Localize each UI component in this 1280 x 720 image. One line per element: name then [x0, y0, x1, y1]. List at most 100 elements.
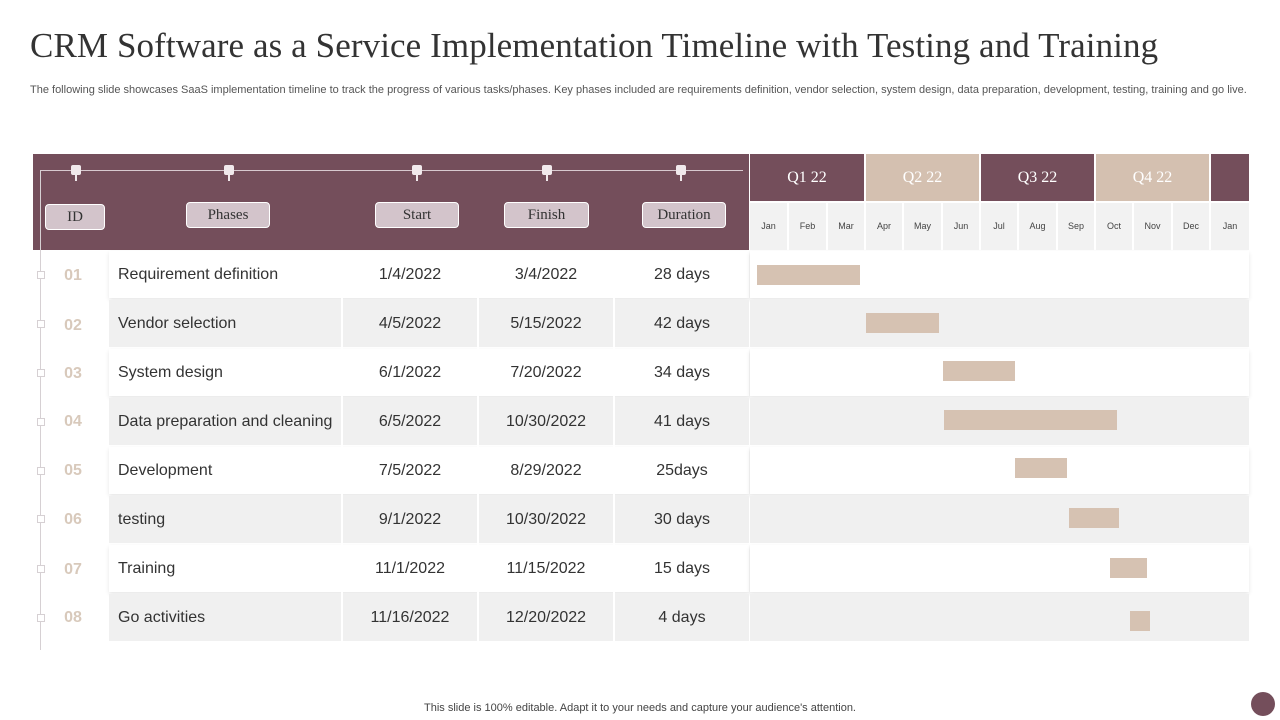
row-marker-icon [37, 271, 45, 279]
gantt-row [750, 496, 1249, 543]
row-marker-icon [37, 467, 45, 475]
finish-date: 5/15/2022 [510, 315, 582, 332]
gantt-bar [1110, 558, 1147, 578]
row-id: 04 [64, 413, 82, 430]
finish-date: 10/30/2022 [505, 511, 587, 528]
row-marker-icon [37, 418, 45, 426]
gantt-row [750, 594, 1249, 641]
gantt-bar [943, 361, 1015, 381]
finish-date: 3/4/2022 [514, 266, 578, 283]
slide-subtitle: The following slide showcases SaaS imple… [30, 84, 1247, 96]
phase-name: Training [118, 560, 176, 577]
start-date: 7/5/2022 [378, 462, 442, 479]
month-header: Apr [866, 203, 902, 250]
gantt-row [750, 545, 1249, 592]
gantt-bar [757, 265, 860, 285]
quarter-header-q1: Q1 22 [750, 154, 864, 201]
header-marker-icon [412, 165, 422, 181]
duration: 30 days [653, 511, 711, 528]
header-marker-icon [542, 165, 552, 181]
column-divider [341, 251, 343, 641]
start-date: 9/1/2022 [378, 511, 442, 528]
row-marker-icon [37, 614, 45, 622]
slide-footer: This slide is 100% editable. Adapt it to… [424, 702, 856, 714]
gantt-row [750, 447, 1249, 494]
month-header: Dec [1173, 203, 1209, 250]
table-row [109, 496, 749, 543]
table-row [109, 349, 749, 396]
column-divider [613, 251, 615, 641]
month-header: Nov [1134, 203, 1171, 250]
phase-name: testing [118, 511, 166, 528]
row-id: 02 [64, 317, 82, 334]
row-id: 03 [64, 365, 82, 382]
header-id: ID [45, 204, 105, 230]
header-marker-icon [224, 165, 234, 181]
month-header: Jul [981, 203, 1017, 250]
duration: 41 days [653, 413, 711, 430]
header-marker-icon [71, 165, 81, 181]
month-header: Jun [943, 203, 979, 250]
header-start: Start [375, 202, 459, 228]
quarter-header-q2: Q2 22 [866, 154, 979, 201]
row-marker-icon [37, 369, 45, 377]
row-marker-icon [37, 515, 45, 523]
gantt-bar [1069, 508, 1119, 528]
id-column-line [40, 170, 41, 650]
month-header: Oct [1096, 203, 1132, 250]
finish-date: 10/30/2022 [505, 413, 587, 430]
finish-date: 11/15/2022 [506, 560, 586, 577]
phase-name: Data preparation and cleaning [118, 413, 333, 430]
start-date: 6/1/2022 [378, 364, 442, 381]
gantt-bar [944, 410, 1117, 430]
row-marker-icon [37, 565, 45, 573]
header-connector-line [40, 170, 743, 171]
start-date: 6/5/2022 [378, 413, 442, 430]
table-row [109, 300, 749, 347]
duration: 4 days [658, 609, 706, 626]
start-date: 11/16/2022 [370, 609, 450, 626]
month-header: Jan [1211, 203, 1249, 250]
row-id: 05 [64, 462, 82, 479]
duration: 34 days [653, 364, 711, 381]
header-marker-icon [676, 165, 686, 181]
month-header: Jan [750, 203, 787, 250]
finish-date: 7/20/2022 [510, 364, 582, 381]
duration: 25days [656, 462, 708, 479]
phase-name: System design [118, 364, 223, 381]
phase-name: Vendor selection [118, 315, 237, 332]
row-id: 07 [64, 561, 82, 578]
duration: 28 days [653, 266, 711, 283]
header-phases: Phases [186, 202, 270, 228]
header-finish: Finish [504, 202, 589, 228]
gantt-row [750, 300, 1249, 347]
slide-title: CRM Software as a Service Implementation… [30, 26, 1159, 65]
quarter-header-q4: Q4 22 [1096, 154, 1209, 201]
gantt-bar [1015, 458, 1067, 478]
phase-name: Go activities [118, 609, 206, 626]
quarter-header-q3: Q3 22 [981, 154, 1094, 201]
finish-date: 12/20/2022 [505, 609, 587, 626]
table-row [109, 594, 749, 641]
row-id: 01 [64, 267, 82, 284]
month-header: Aug [1019, 203, 1056, 250]
gantt-bar [1130, 611, 1150, 631]
duration: 15 days [653, 560, 711, 577]
month-header: May [904, 203, 941, 250]
row-id: 06 [64, 511, 82, 528]
column-divider [477, 251, 479, 641]
table-row [109, 251, 749, 298]
duration: 42 days [653, 315, 711, 332]
circle-icon [1251, 692, 1275, 716]
start-date: 11/1/2022 [375, 560, 445, 577]
table-row [109, 447, 749, 494]
gantt-bar [866, 313, 939, 333]
quarter-header-next [1211, 154, 1249, 201]
phase-name: Development [118, 462, 213, 479]
table-row [109, 545, 749, 592]
month-header: Sep [1058, 203, 1094, 250]
phase-name: Requirement definition [118, 266, 279, 283]
finish-date: 8/29/2022 [510, 462, 582, 479]
start-date: 1/4/2022 [378, 266, 442, 283]
row-marker-icon [37, 320, 45, 328]
